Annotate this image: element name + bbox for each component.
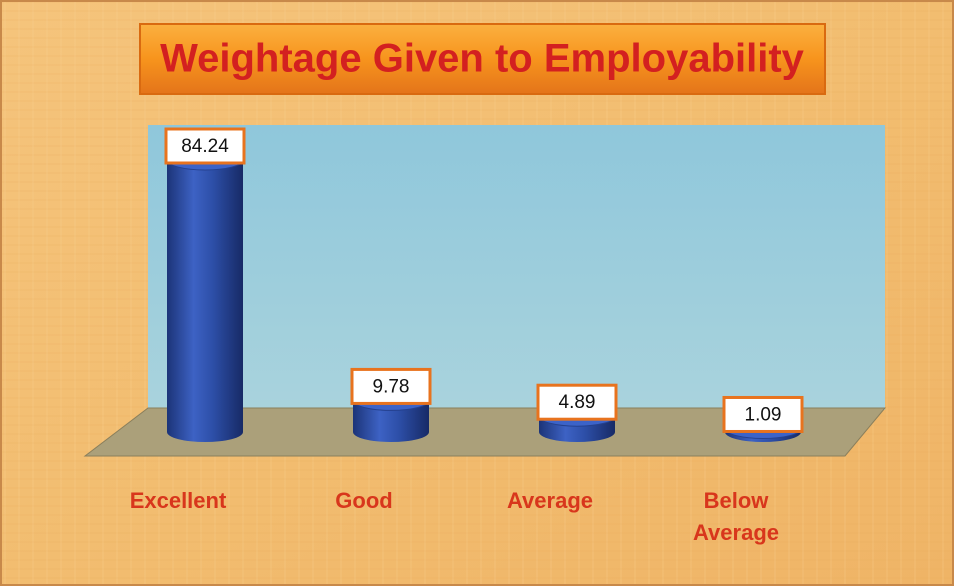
value-label: 4.89 <box>559 392 596 413</box>
bar <box>167 160 243 442</box>
title-box <box>139 23 826 95</box>
x-tick-label: Excellent <box>129 488 227 513</box>
x-tick-label: Average <box>506 488 593 513</box>
value-label-box <box>350 367 432 405</box>
value-label: 1.09 <box>745 404 782 425</box>
chart-title: Weightage Given to Employability <box>160 37 805 81</box>
back-wall <box>148 125 885 410</box>
value-label: 84.24 <box>181 136 229 157</box>
x-tick-label: Below Average <box>692 488 779 545</box>
floor <box>83 407 887 457</box>
x-tick-label: Good <box>335 488 393 513</box>
value-label-box <box>164 127 246 165</box>
bar <box>353 400 429 442</box>
plot: 84.24 9.78 4.89 1.09 <box>164 127 804 442</box>
value-label-box <box>722 395 804 433</box>
value-label: 9.78 <box>373 376 410 397</box>
value-label-box <box>536 383 618 421</box>
